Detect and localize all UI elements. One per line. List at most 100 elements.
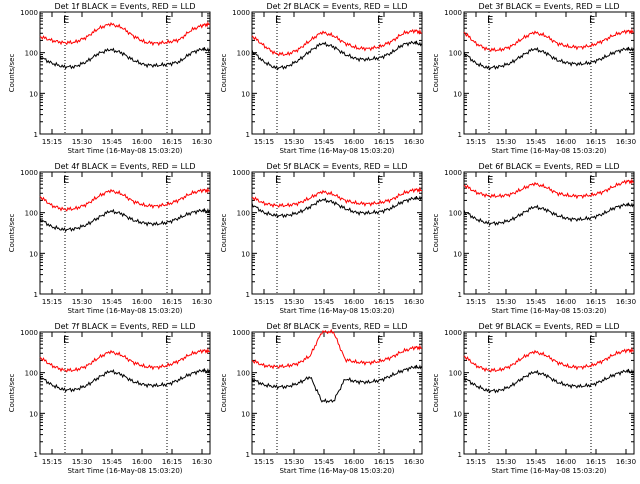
y-tick-label: 1: [246, 131, 250, 139]
x-tick-label: 16:15: [162, 298, 182, 306]
chart-title: Det 5f BLACK = Events, RED = LLD: [266, 162, 407, 171]
x-tick-label: 15:15: [254, 138, 274, 146]
y-tick-label: 100: [25, 210, 38, 218]
y-tick-label: 100: [25, 370, 38, 378]
x-tick-label: 16:30: [616, 458, 636, 466]
chart-title: Det 3f BLACK = Events, RED = LLD: [478, 2, 619, 11]
plot-frame: [39, 171, 211, 295]
x-tick-label: 15:45: [314, 458, 334, 466]
x-tick-label: 16:30: [616, 138, 636, 146]
chart-title: Det 1f BLACK = Events, RED = LLD: [54, 2, 195, 11]
event-marker: E: [589, 175, 595, 186]
chart-panel-9: Det 9f BLACK = Events, RED = LLD 1 10 100 10…: [432, 322, 636, 475]
chart-panel-4: Det 4f BLACK = Events, RED = LLD 1 10 100 10…: [8, 162, 212, 315]
x-axis-label: Start Time (16-May-08 15:03:20): [67, 147, 182, 155]
event-marker: E: [487, 175, 493, 186]
x-tick-label: 16:00: [132, 298, 152, 306]
y-tick-label: 1: [458, 131, 462, 139]
x-axis-label: Start Time (16-May-08 15:03:20): [491, 467, 606, 475]
x-tick-label: 15:30: [284, 138, 304, 146]
series-line-events-black: [251, 195, 423, 219]
y-axis-label: Counts/sec: [8, 54, 16, 93]
x-tick-label: 15:30: [284, 458, 304, 466]
series-line-lld-red: [463, 178, 634, 200]
x-tick-label: 16:15: [586, 138, 606, 146]
x-tick-label: 15:45: [102, 138, 122, 146]
series-line-lld-red: [39, 347, 210, 373]
chart-panel-7: Det 7f BLACK = Events, RED = LLD 1 10 100 10…: [8, 322, 212, 475]
y-tick-label: 1000: [20, 169, 38, 177]
y-tick-label: 1000: [232, 329, 250, 337]
x-tick-label: 16:00: [556, 458, 576, 466]
chart-panel-5: Det 5f BLACK = Events, RED = LLD 1 10 100 10…: [220, 162, 424, 315]
chart-panel-2: Det 2f BLACK = Events, RED = LLD 1 10 100 10…: [220, 2, 424, 155]
series-line-lld-red: [251, 328, 422, 370]
x-tick-label: 15:45: [526, 138, 546, 146]
chart-panel-3: Det 3f BLACK = Events, RED = LLD 1 10 100 10…: [432, 2, 636, 155]
event-marker: E: [377, 335, 383, 346]
chart-panel-1: Det 1f BLACK = Events, RED = LLD 1 10 100 10…: [8, 2, 212, 155]
series-line-events-black: [39, 47, 211, 70]
x-tick-label: 15:30: [72, 458, 92, 466]
x-tick-label: 15:15: [466, 458, 486, 466]
y-tick-label: 1: [34, 451, 38, 459]
event-marker: E: [165, 15, 171, 26]
x-tick-label: 16:15: [586, 458, 606, 466]
y-tick-label: 1: [458, 291, 462, 299]
x-axis-label: Start Time (16-May-08 15:03:20): [67, 307, 182, 315]
x-tick-label: 15:15: [254, 298, 274, 306]
y-tick-label: 10: [241, 410, 250, 418]
y-tick-label: 10: [29, 250, 38, 258]
x-axis-label: Start Time (16-May-08 15:03:20): [279, 147, 394, 155]
series-line-events-black: [463, 202, 635, 226]
x-tick-label: 15:45: [526, 298, 546, 306]
plot-frame: [251, 11, 423, 135]
event-marker: E: [275, 335, 281, 346]
x-tick-label: 16:15: [162, 458, 182, 466]
plot-frame: [251, 331, 423, 455]
x-axis-label: Start Time (16-May-08 15:03:20): [491, 307, 606, 315]
series-line-events-black: [251, 364, 423, 404]
x-tick-label: 16:30: [404, 298, 424, 306]
chart-title: Det 9f BLACK = Events, RED = LLD: [478, 322, 619, 331]
x-tick-label: 16:00: [132, 458, 152, 466]
series-line-lld-red: [463, 347, 635, 373]
event-marker: E: [589, 15, 595, 26]
y-tick-label: 10: [453, 90, 462, 98]
x-tick-label: 16:30: [192, 138, 212, 146]
x-tick-label: 16:30: [404, 458, 424, 466]
x-tick-label: 16:00: [132, 138, 152, 146]
y-tick-label: 1: [34, 131, 38, 139]
y-axis-label: Counts/sec: [220, 214, 228, 253]
y-tick-label: 1000: [20, 329, 38, 337]
event-marker: E: [589, 335, 595, 346]
event-marker: E: [275, 175, 281, 186]
x-tick-label: 15:30: [496, 458, 516, 466]
chart-title: Det 7f BLACK = Events, RED = LLD: [54, 322, 195, 331]
series-line-events-black: [39, 368, 211, 393]
y-tick-label: 1000: [20, 9, 38, 17]
x-tick-label: 16:00: [556, 298, 576, 306]
x-tick-label: 16:30: [192, 458, 212, 466]
event-marker: E: [63, 15, 69, 26]
y-tick-label: 1000: [444, 329, 462, 337]
x-tick-label: 16:00: [344, 458, 364, 466]
series-line-events-black: [251, 40, 423, 71]
event-marker: E: [275, 15, 281, 26]
event-marker: E: [487, 15, 493, 26]
x-tick-label: 16:00: [344, 138, 364, 146]
y-tick-label: 1: [458, 451, 462, 459]
y-tick-label: 100: [25, 50, 38, 58]
x-tick-label: 15:15: [466, 298, 486, 306]
x-tick-label: 16:15: [374, 458, 394, 466]
event-marker: E: [377, 15, 383, 26]
x-tick-label: 15:45: [526, 458, 546, 466]
y-axis-label: Counts/sec: [220, 374, 228, 413]
y-axis-label: Counts/sec: [8, 214, 16, 253]
series-line-events-black: [463, 46, 635, 71]
y-axis-label: Counts/sec: [220, 54, 228, 93]
plot-frame: [463, 171, 635, 295]
x-axis-label: Start Time (16-May-08 15:03:20): [279, 467, 394, 475]
y-tick-label: 1: [34, 291, 38, 299]
